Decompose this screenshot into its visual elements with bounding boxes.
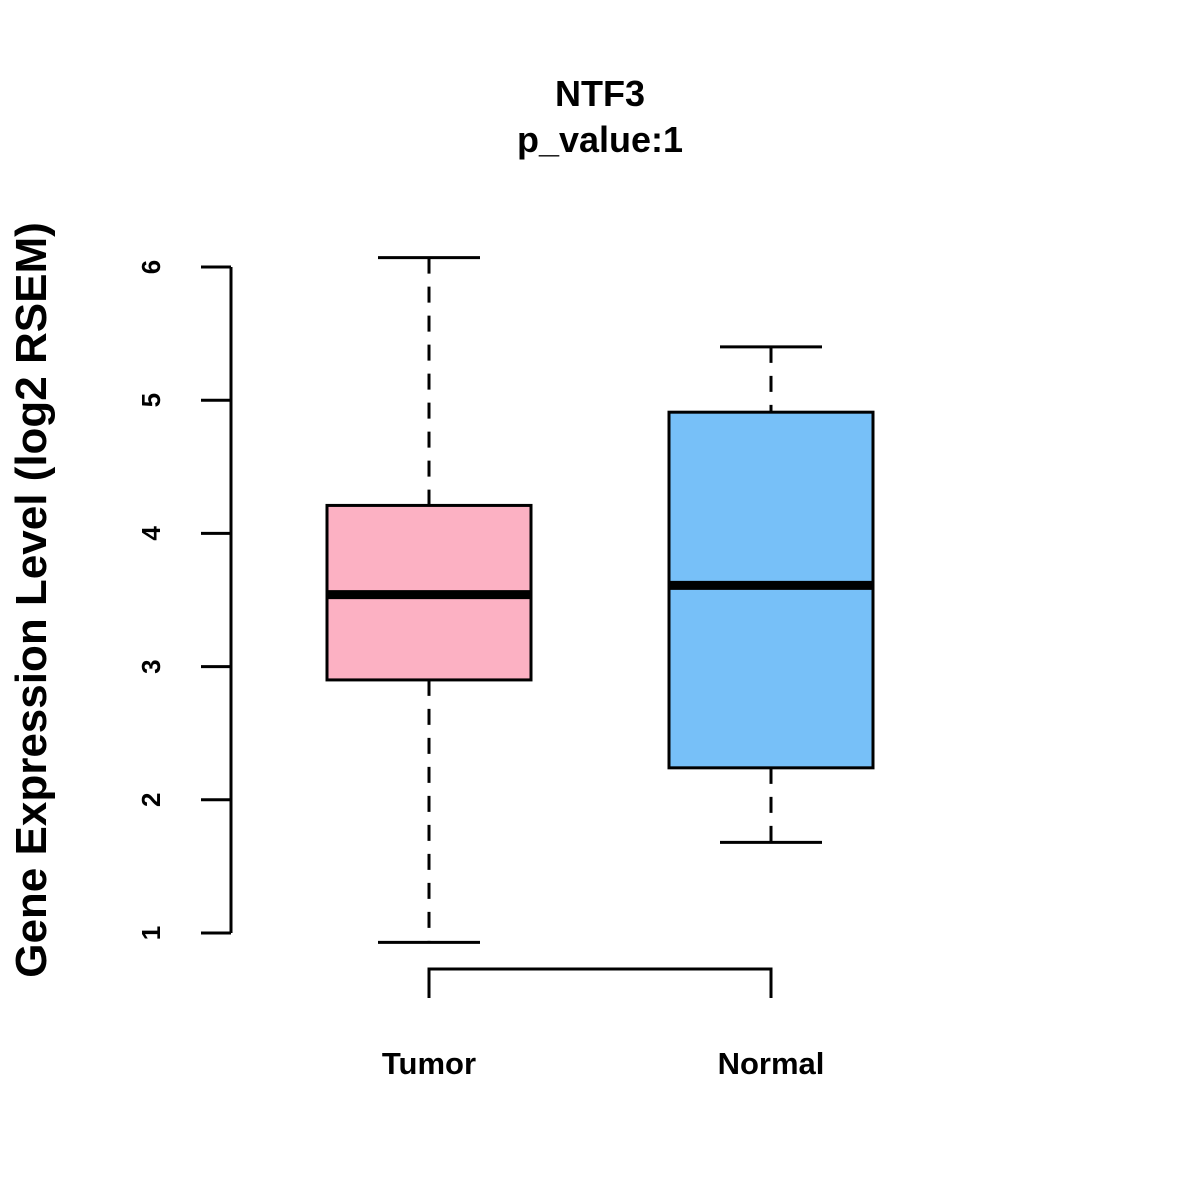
box-normal [667, 345, 875, 844]
chart-subtitle: p_value:1 [517, 119, 683, 160]
y-tick-label: 6 [136, 260, 166, 274]
chart-title: NTF3 [555, 73, 645, 114]
x-category-label: Normal [718, 1046, 825, 1081]
box-group [325, 256, 875, 944]
iqr-box [667, 410, 875, 770]
y-tick-label: 3 [136, 659, 166, 673]
x-category-label: Tumor [382, 1046, 476, 1081]
y-axis: 1 2 3 4 5 6 [136, 260, 233, 940]
y-tick-label: 5 [136, 393, 166, 407]
y-tick-label: 2 [136, 793, 166, 807]
x-axis-labels: Tumor Normal [382, 1046, 824, 1081]
bracket-line [427, 967, 773, 998]
y-axis-label: Gene Expression Level (log2 RSEM) [7, 222, 56, 978]
y-tick-label: 4 [136, 526, 166, 541]
box-tumor [325, 256, 533, 944]
y-tick-label: 1 [136, 926, 166, 940]
comparison-bracket [427, 967, 773, 998]
